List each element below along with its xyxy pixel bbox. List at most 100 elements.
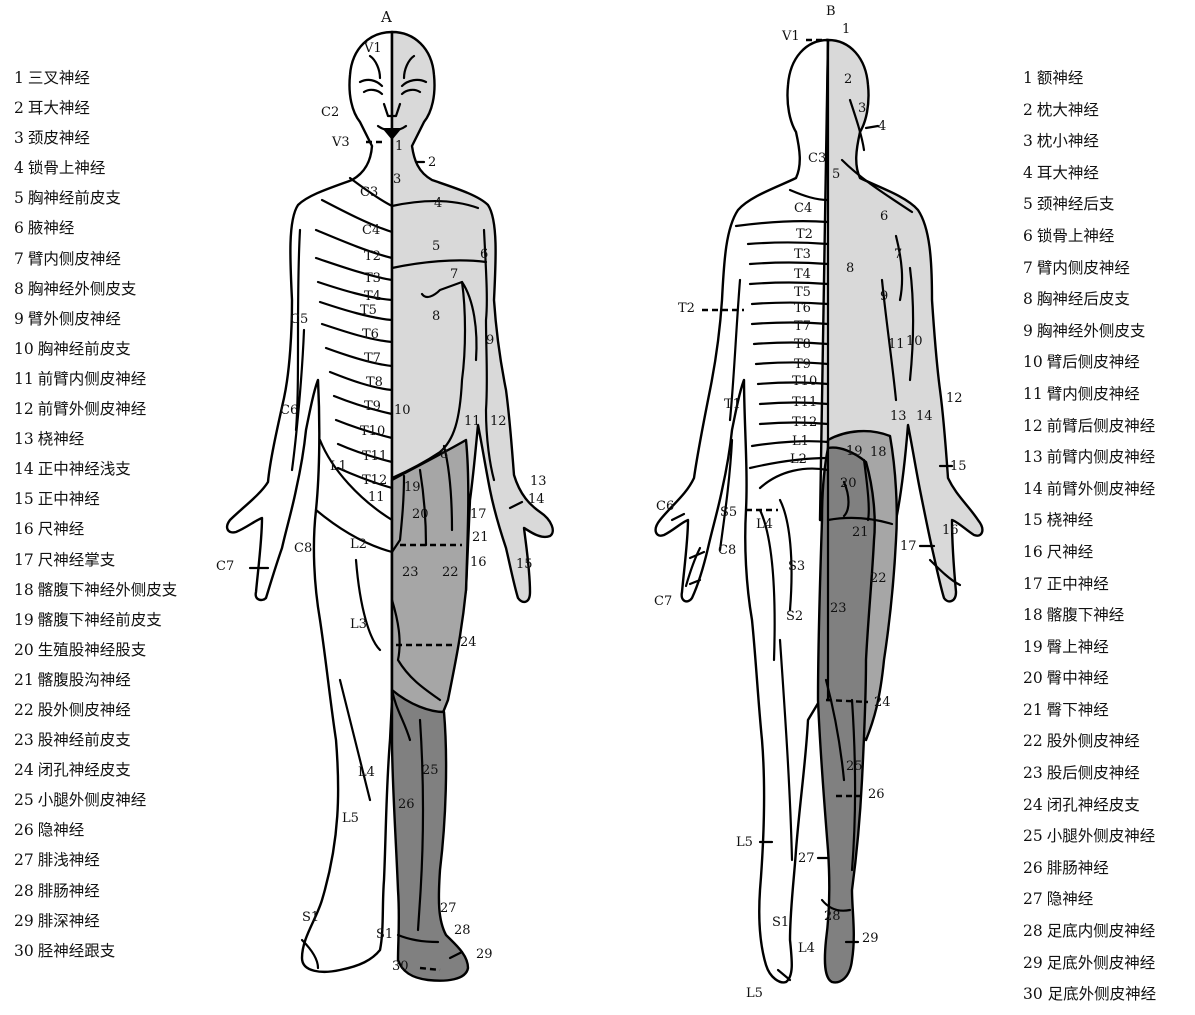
- front-dermatome-label: T2: [364, 249, 381, 264]
- back-dermatome-label: L5: [736, 835, 753, 850]
- back-nerve-number: 1: [842, 22, 850, 37]
- legend-nerve-name: 枕大神经: [1036, 100, 1099, 119]
- back-nerve-number: 8: [846, 261, 854, 276]
- front-nerve-number: 8: [432, 309, 440, 324]
- legend-nerve-name: 臀下神经: [1046, 700, 1109, 719]
- legend-nerve-name: 股外侧皮神经: [1046, 732, 1140, 751]
- legend-nerve-name: 额神经: [1036, 69, 1084, 87]
- front-legend-item: 27 腓浅神经: [14, 845, 177, 875]
- legend-nerve-name: 臂外侧皮神经: [27, 309, 121, 328]
- back-nerve-number: 11: [888, 337, 905, 352]
- front-legend-item: 12 前臂外侧皮神经: [14, 394, 177, 424]
- front-dermatome-label: T3: [364, 271, 381, 286]
- legend-nerve-name: 胫神经跟支: [37, 941, 116, 960]
- front-dermatome-label: T12: [362, 473, 387, 488]
- front-legend-item: 19 髂腹下神经前皮支: [14, 605, 177, 635]
- back-nerve-number: 4: [878, 119, 886, 134]
- legend-nerve-name: 腓肠神经: [1046, 858, 1109, 877]
- front-nerve-number: 21: [472, 530, 489, 545]
- back-dermatome-label: T10: [792, 374, 817, 389]
- back-nerve-number: 3: [858, 101, 866, 116]
- legend-nerve-name: 髂腹股沟神经: [37, 670, 131, 689]
- front-lower-leg-dark-region: [390, 688, 470, 982]
- legend-number: 28: [1023, 922, 1043, 941]
- back-dashed-ticks: [702, 38, 869, 798]
- legend-nerve-name: 尺神经掌支: [37, 550, 116, 569]
- legend-nerve-name: 颈神经后支: [1036, 195, 1115, 214]
- legend-nerve-name: 闭孔神经皮支: [37, 761, 131, 780]
- legend-nerve-name: 正中神经浅支: [37, 460, 131, 479]
- front-nerve-number: 29: [476, 947, 493, 962]
- front-legend-item: 22 股外侧皮神经: [14, 695, 177, 725]
- legend-number: 3: [14, 129, 24, 148]
- legend-nerve-name: 腓浅神经: [37, 851, 100, 870]
- legend-number: 7: [14, 249, 24, 268]
- legend-nerve-name: 前臂后侧皮神经: [1046, 416, 1156, 435]
- front-nerve-number: 10: [394, 403, 411, 418]
- legend-number: 13: [1023, 448, 1043, 467]
- legend-number: 19: [1023, 637, 1043, 656]
- legend-number: 25: [14, 791, 34, 810]
- legend-nerve-name: 尺神经: [1046, 542, 1094, 561]
- back-dermatome-label: T1: [724, 397, 741, 412]
- legend-number: 22: [14, 700, 34, 719]
- back-nerve-number: 14: [916, 409, 933, 424]
- back-legend-item: 10 臂后侧皮神经: [1023, 347, 1156, 379]
- back-nerve-number: 6: [880, 209, 888, 224]
- legend-front-view: 1 三叉神经 2 耳大神经 3 颈皮神经 4 锁骨上神经 5 胸神经前皮支 6 腋神经 7 臂内侧皮神经 8…: [14, 63, 177, 966]
- legend-nerve-name: 臂内侧皮神经: [1036, 258, 1130, 277]
- legend-number: 11: [14, 369, 34, 388]
- legend-nerve-name: 腋神经: [27, 219, 75, 238]
- back-legend-item: 14 前臂外侧皮神经: [1023, 474, 1156, 506]
- back-legend-item: 30 足底外侧皮神经: [1023, 985, 1157, 1004]
- front-dermatome-label: S1: [376, 927, 393, 942]
- legend-nerve-name: 颈皮神经: [27, 129, 90, 148]
- legend-number: 4: [14, 159, 24, 178]
- legend-number: 24: [14, 761, 34, 780]
- legend-number: 18: [14, 580, 34, 599]
- back-nerve-number: 15: [950, 459, 967, 474]
- front-nerve-number: 22: [442, 565, 459, 580]
- front-nerve-number: 5: [432, 239, 440, 254]
- front-legend-item: 7 臂内侧皮神经: [14, 244, 177, 274]
- back-legend-item: 15 桡神经: [1023, 505, 1156, 537]
- front-legend-item: 13 桡神经: [14, 424, 177, 454]
- back-dermatome-label: T3: [794, 247, 811, 262]
- legend-number: 21: [1023, 700, 1043, 719]
- front-legend-item: 9 臂外侧皮神经: [14, 304, 177, 334]
- front-dermatome-label: L1: [330, 459, 347, 474]
- back-legend-item: 11 臂内侧皮神经: [1023, 379, 1156, 411]
- front-legend-item: 16 尺神经: [14, 514, 177, 544]
- front-nerve-number: 1: [395, 139, 403, 154]
- legend-nerve-name: 髂腹下神经: [1046, 606, 1125, 625]
- front-dermatome-label: L2: [350, 537, 367, 552]
- legend-number: 4: [1023, 163, 1033, 182]
- legend-nerve-name: 前臂内侧皮神经: [37, 369, 147, 388]
- legend-nerve-name: 足底外侧皮神经: [1046, 953, 1156, 972]
- back-dermatome-label: C3: [808, 151, 826, 166]
- back-dermatome-label: L4: [798, 941, 815, 956]
- back-legend-item: 1 额神经: [1023, 63, 1156, 95]
- front-body-outline: [225, 30, 394, 973]
- back-legend-item: 16 尺神经: [1023, 537, 1156, 569]
- legend-nerve-name: 股神经前皮支: [37, 731, 131, 750]
- back-nerve-number: 26: [868, 787, 885, 802]
- back-dermatome-label: S1: [772, 915, 789, 930]
- back-short-ticks: [670, 124, 954, 982]
- back-legend-item: 19 臀上神经: [1023, 632, 1156, 664]
- back-nerve-number: 19: [846, 444, 863, 459]
- back-legend-item: 8 胸神经后皮支: [1023, 284, 1156, 316]
- legend-nerve-name: 胸神经外侧皮支: [1036, 321, 1146, 340]
- front-nerve-number: 19: [404, 480, 421, 495]
- back-nerve-number: 21: [852, 525, 869, 540]
- front-legend-item: 29 腓深神经: [14, 906, 177, 936]
- legend-nerve-name: 隐神经: [37, 821, 85, 840]
- legend-number: 17: [14, 550, 34, 569]
- front-dermatome-stripes: [290, 176, 394, 554]
- legend-number: 23: [14, 731, 34, 750]
- legend-number: 15: [14, 490, 34, 509]
- legend-nerve-name: 锁骨上神经: [27, 159, 106, 178]
- front-nerve-number: 15: [516, 557, 533, 572]
- front-legend-item: 15 正中神经: [14, 484, 177, 514]
